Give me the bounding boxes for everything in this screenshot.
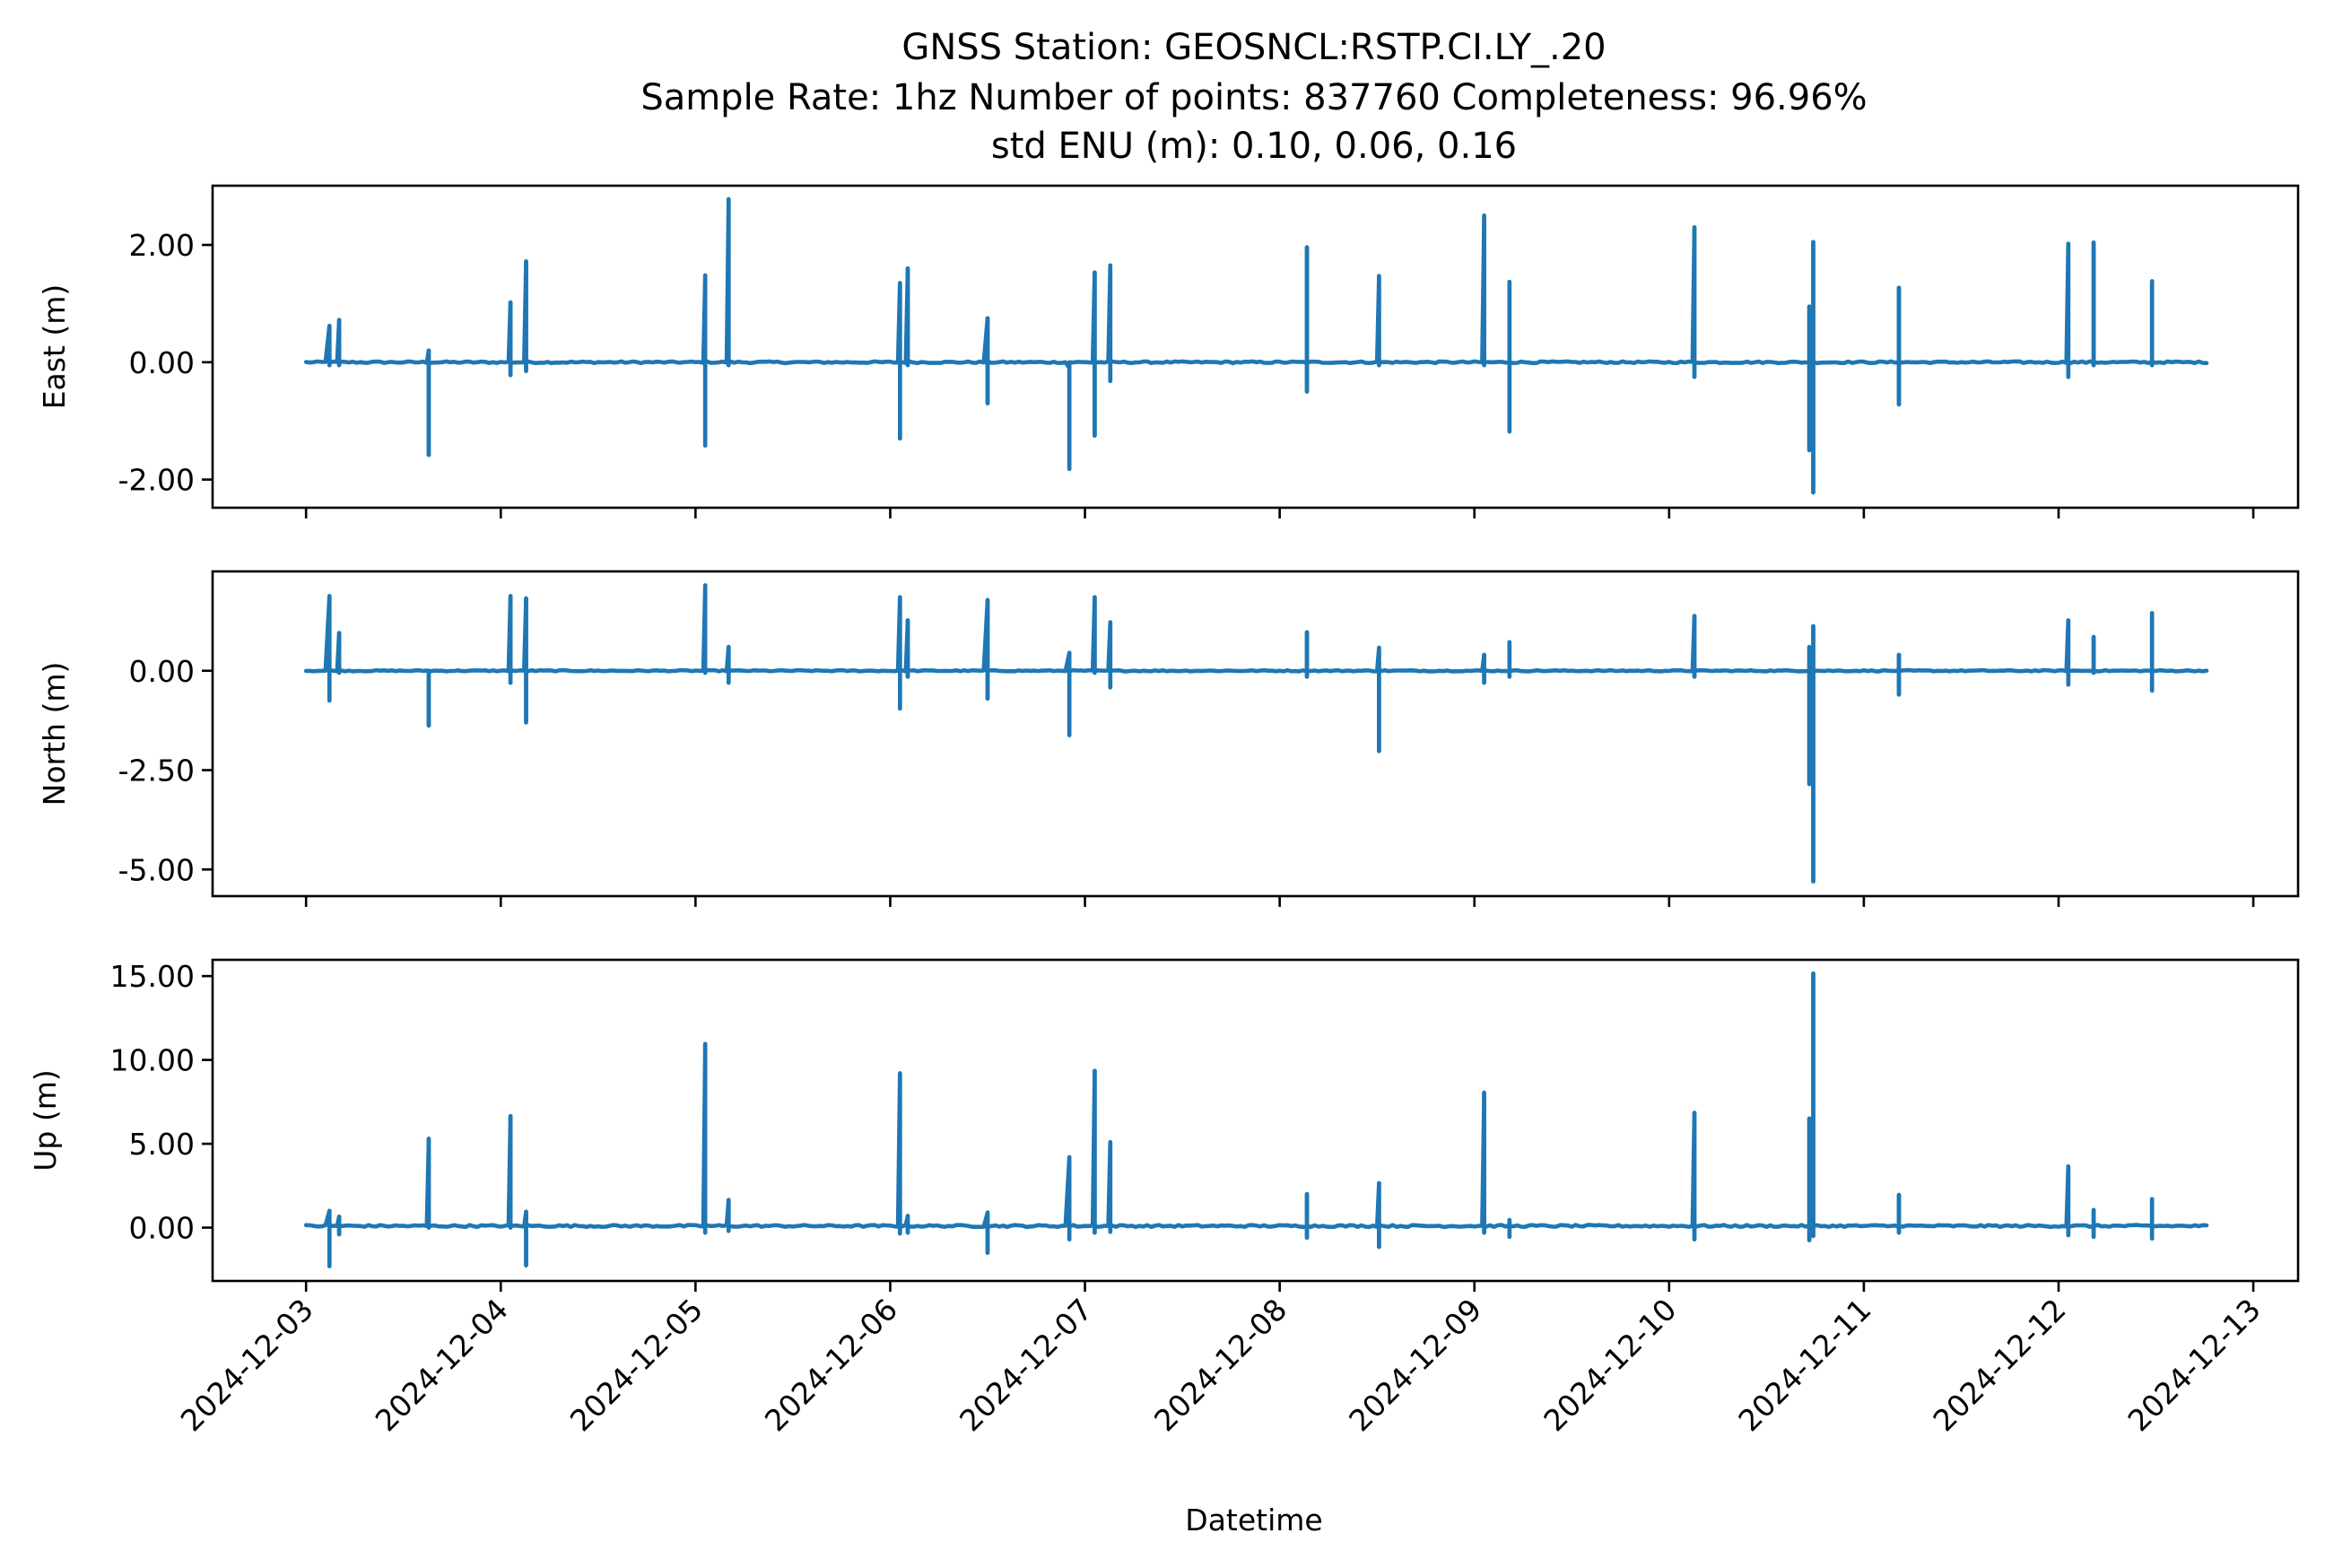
up-ytick-label-0: 15.00 xyxy=(110,959,195,994)
up-y-axis-label: Up (m) xyxy=(28,1069,63,1172)
north-y-axis-label: North (m) xyxy=(37,662,72,806)
x-tick-label-5: 2024-12-08 xyxy=(1147,1292,1293,1438)
up-ytick-label-2: 5.00 xyxy=(129,1127,195,1162)
x-tick-label-4: 2024-12-07 xyxy=(953,1292,1099,1438)
north-series-line xyxy=(303,583,2209,884)
north-ytick-label-2: -5.00 xyxy=(118,852,195,887)
x-axis-label: Datetime xyxy=(1185,1503,1322,1538)
east-series-line xyxy=(303,196,2209,495)
x-tick-label-1: 2024-12-04 xyxy=(369,1292,515,1438)
x-tick-label-2: 2024-12-05 xyxy=(563,1292,710,1438)
title-line-3: std ENU (m): 0.10, 0.06, 0.16 xyxy=(991,126,1517,167)
east-ytick-label-2: -2.00 xyxy=(118,463,195,498)
x-tick-label-9: 2024-12-12 xyxy=(1926,1292,2072,1438)
east-axes-frame xyxy=(211,184,2300,510)
x-tick-label-3: 2024-12-06 xyxy=(758,1292,904,1438)
up-ytick-label-3: 0.00 xyxy=(129,1211,195,1246)
x-tick-label-8: 2024-12-11 xyxy=(1731,1292,1877,1438)
north-subplot: 0.00 -2.50 -5.00 North (m) xyxy=(37,570,2300,907)
east-ytick-label-0: 2.00 xyxy=(129,228,195,263)
x-tick-label-0: 2024-12-03 xyxy=(174,1292,320,1438)
up-subplot: 15.00 10.00 5.00 0.00 Up (m) xyxy=(28,958,2300,1292)
north-ytick-label-1: -2.50 xyxy=(118,754,195,788)
north-ytick-label-0: 0.00 xyxy=(129,654,195,689)
x-tick-label-6: 2024-12-09 xyxy=(1342,1292,1488,1438)
east-subplot: 2.00 0.00 -2.00 East (m) xyxy=(37,184,2300,518)
x-tick-label-7: 2024-12-10 xyxy=(1537,1292,1683,1438)
title-line-1: GNSS Station: GEOSNCL:RSTP.CI.LY_.20 xyxy=(901,27,1606,68)
title-line-2: Sample Rate: 1hz Number of points: 83776… xyxy=(640,77,1867,118)
north-axes-frame xyxy=(211,570,2300,898)
x-axis-ticks: 2024-12-03 2024-12-04 2024-12-05 2024-12-06… xyxy=(174,1292,2268,1438)
east-ytick-label-1: 0.00 xyxy=(129,345,195,380)
up-ytick-label-1: 10.00 xyxy=(110,1043,195,1078)
up-axes-frame xyxy=(211,958,2300,1283)
east-y-axis-label: East (m) xyxy=(37,284,72,410)
up-series-line xyxy=(303,971,2209,1268)
x-tick-label-10: 2024-12-13 xyxy=(2121,1292,2268,1438)
